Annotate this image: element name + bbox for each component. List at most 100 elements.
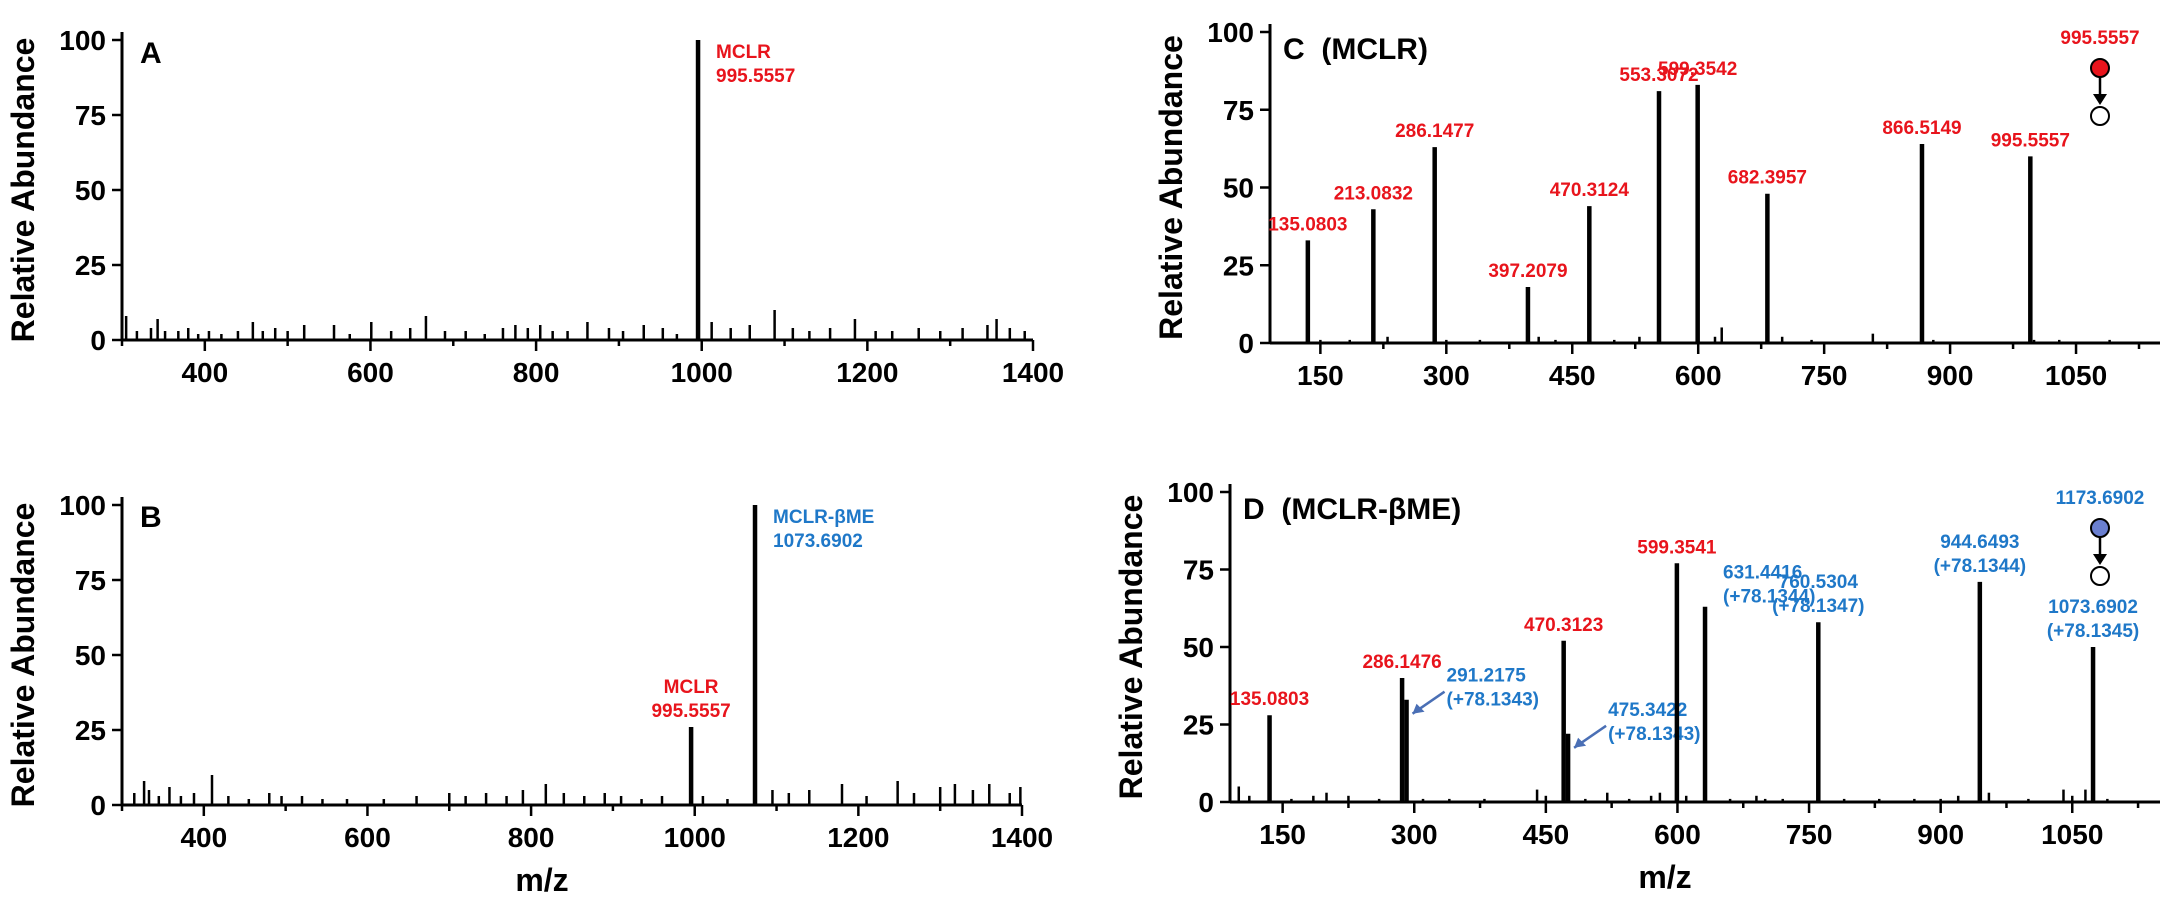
y-tick-label: 75 [1183, 555, 1214, 586]
y-tick-label: 75 [1223, 95, 1254, 126]
y-tick-label: 0 [1238, 328, 1254, 359]
y-tick-label: 0 [1198, 787, 1214, 818]
precursor-mz-label: 995.5557 [2060, 28, 2139, 49]
x-tick-label: 600 [347, 357, 394, 388]
peak-label: 470.3123 [1524, 615, 1603, 636]
x-tick-label: 1000 [671, 357, 733, 388]
y-tick-label: 75 [75, 100, 106, 131]
x-tick-label: 400 [180, 822, 227, 853]
peak-label: 286.1476 [1362, 652, 1441, 673]
precursor-mz-label: 1173.6902 [2056, 488, 2145, 509]
peak-label: 760.5304 [1779, 572, 1859, 593]
peak-label: 599.3542 [1658, 59, 1737, 80]
y-tick-label: 25 [1183, 710, 1214, 741]
y-axis-label: Relative Abundance [1113, 495, 1149, 800]
y-axis-label: Relative Abundance [5, 503, 41, 808]
peak-label: MCLR-βME [773, 507, 874, 528]
panel-title: D (MCLR-βME) [1243, 493, 1461, 526]
x-tick-label: 450 [1549, 360, 1596, 391]
x-tick-label: 600 [344, 822, 391, 853]
x-tick-label: 900 [1927, 360, 1974, 391]
x-tick-label: 1050 [2041, 819, 2103, 850]
x-tick-label: 750 [1786, 819, 1833, 850]
peak-label: 135.0803 [1268, 214, 1347, 235]
x-tick-label: 900 [1917, 819, 1964, 850]
x-tick-label: 750 [1801, 360, 1848, 391]
panel-title: B [140, 501, 162, 534]
peak-label: 682.3957 [1728, 168, 1807, 189]
peak-label: 475.3422 [1608, 700, 1687, 721]
product-ion-node [2090, 106, 2110, 126]
peak-label: 135.0803 [1230, 689, 1309, 710]
y-tick-label: 0 [90, 325, 106, 356]
peak-label: 213.0832 [1334, 183, 1413, 204]
y-axis-label: Relative Abundance [1153, 35, 1189, 340]
peak-pointer-arrowhead [1412, 703, 1425, 714]
peak-label: 470.3124 [1550, 180, 1630, 201]
peak-label: 866.5149 [1882, 118, 1961, 139]
peak-label: 995.5557 [651, 701, 730, 722]
y-tick-label: 25 [1223, 250, 1254, 281]
y-tick-label: 100 [1167, 477, 1214, 508]
panel-a: 0 25 50 75 100 400 600 800 1000 1200 1400 Relative … [5, 25, 1064, 388]
fragmentation-arrowhead [2093, 554, 2107, 565]
x-tick-label: 1400 [991, 822, 1053, 853]
peak-label: MCLR [664, 677, 719, 698]
peak-label: 995.5557 [1991, 130, 2070, 151]
x-tick-label: 150 [1297, 360, 1344, 391]
peak-label: 1073.6902 [773, 531, 863, 552]
x-tick-label: 300 [1391, 819, 1438, 850]
x-tick-label: 1400 [1002, 357, 1064, 388]
peak-label: MCLR [716, 42, 771, 63]
peak-label: 944.6493 [1940, 532, 2019, 553]
x-tick-label: 1000 [664, 822, 726, 853]
x-tick-label: 450 [1522, 819, 1569, 850]
x-tick-label: 800 [508, 822, 555, 853]
peak-label: (+78.1344) [1723, 587, 1815, 608]
y-tick-label: 50 [75, 175, 106, 206]
y-tick-label: 25 [75, 250, 106, 281]
peak-label: 291.2175 [1447, 666, 1527, 687]
x-tick-label: 1050 [2045, 360, 2107, 391]
peak-label: (+78.1347) [1772, 596, 1864, 617]
y-tick-label: 100 [59, 25, 106, 56]
peak-label: 1073.6902 [2048, 597, 2138, 618]
fragmentation-arrowhead [2093, 94, 2107, 105]
panel-c: 0 25 50 75 100 150 300 450 600 750 900 1050 Relative… [1153, 17, 2160, 391]
y-tick-label: 75 [75, 565, 106, 596]
x-tick-label: 1200 [836, 357, 898, 388]
product-ion-node [2090, 566, 2110, 586]
x-tick-label: 150 [1259, 819, 1306, 850]
y-tick-label: 0 [90, 790, 106, 821]
peak-label: 553.3072 [1619, 65, 1698, 86]
x-tick-label: 400 [181, 357, 228, 388]
y-tick-label: 100 [1207, 17, 1254, 48]
x-tick-label: 600 [1675, 360, 1722, 391]
precursor-ion-node [2090, 58, 2110, 78]
y-tick-label: 100 [59, 490, 106, 521]
x-axis-label: m/z [1638, 859, 1691, 895]
x-tick-label: 800 [513, 357, 560, 388]
peak-label: 599.3541 [1637, 537, 1717, 558]
peak-label: (+78.1344) [1934, 556, 2026, 577]
panel-d: 0 25 50 75 100 150 300 450 600 750 900 1050 Relative… [1113, 477, 2160, 895]
x-tick-label: 600 [1654, 819, 1701, 850]
panel-title: C (MCLR) [1283, 33, 1428, 66]
y-axis-label: Relative Abundance [5, 38, 41, 343]
peak-label: (+78.1343) [1447, 690, 1539, 711]
peak-label: (+78.1345) [2047, 621, 2139, 642]
panel-title: A [140, 37, 162, 70]
peak-label: (+78.1343) [1608, 724, 1700, 745]
peak-pointer-arrowhead [1574, 737, 1587, 748]
peak-label: 286.1477 [1395, 121, 1474, 142]
peak-label: 995.5557 [716, 66, 795, 87]
x-axis-label: m/z [515, 862, 568, 898]
precursor-ion-node [2090, 518, 2110, 538]
y-tick-label: 50 [1223, 173, 1254, 204]
x-tick-label: 1200 [827, 822, 889, 853]
panel-b: 0 25 50 75 100 400 600 800 1000 1200 1400 Relative … [5, 490, 1053, 898]
y-tick-label: 50 [1183, 632, 1214, 663]
x-tick-label: 300 [1423, 360, 1470, 391]
peak-label: 631.4416 [1723, 563, 1802, 584]
